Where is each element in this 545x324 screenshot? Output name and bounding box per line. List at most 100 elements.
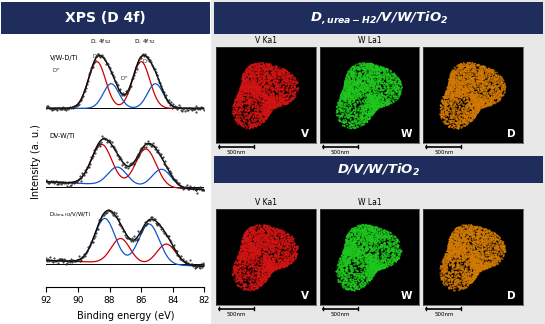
Point (250, 271, 258, 276)
Point (473, 72, 481, 77)
Point (238, 120, 246, 125)
Point (452, 228, 461, 233)
Point (242, 88, 251, 93)
Point (348, 113, 357, 119)
Point (372, 85, 381, 90)
Point (260, 277, 269, 282)
Point (362, 93, 371, 98)
Point (250, 122, 258, 127)
Point (263, 94, 272, 99)
Point (465, 107, 474, 112)
Point (245, 228, 254, 233)
Point (371, 80, 380, 85)
Point (345, 270, 354, 275)
Point (257, 114, 265, 119)
Point (267, 241, 275, 247)
Point (477, 99, 486, 105)
Point (498, 80, 506, 85)
Point (464, 227, 473, 233)
Point (464, 258, 473, 263)
Point (251, 250, 260, 255)
Point (237, 122, 246, 127)
Point (273, 251, 282, 257)
Point (244, 248, 253, 253)
Point (465, 64, 474, 69)
Point (447, 101, 456, 106)
Point (245, 69, 253, 74)
Point (449, 78, 458, 83)
Point (262, 84, 270, 89)
Point (454, 110, 463, 115)
Point (342, 250, 350, 255)
Point (371, 105, 380, 110)
Point (250, 66, 259, 71)
Point (255, 68, 263, 74)
Point (268, 97, 276, 102)
Point (287, 249, 296, 255)
Point (366, 101, 375, 106)
Point (373, 242, 382, 248)
Point (372, 103, 380, 108)
Point (336, 106, 344, 111)
Point (377, 258, 386, 263)
Point (347, 83, 356, 88)
Point (268, 70, 277, 75)
Point (368, 101, 377, 106)
Point (362, 67, 371, 72)
Point (461, 68, 470, 73)
Point (253, 285, 262, 290)
Point (469, 241, 478, 246)
Point (241, 252, 250, 257)
Point (237, 254, 246, 259)
Point (473, 79, 482, 84)
Point (345, 101, 354, 106)
Point (472, 271, 481, 276)
Point (477, 234, 486, 239)
Point (447, 270, 456, 275)
Point (453, 265, 462, 270)
Point (449, 107, 457, 112)
Point (454, 225, 463, 230)
Point (256, 68, 265, 73)
Point (346, 281, 355, 286)
Point (265, 110, 274, 115)
Point (239, 74, 247, 79)
Point (459, 120, 468, 125)
Point (275, 232, 283, 237)
Point (259, 74, 268, 79)
Point (262, 233, 271, 238)
Point (468, 254, 476, 260)
Point (234, 122, 243, 127)
Point (464, 67, 473, 73)
Point (455, 280, 463, 285)
Point (451, 280, 459, 285)
Point (367, 94, 376, 99)
Point (267, 263, 276, 269)
Point (358, 87, 366, 92)
Point (463, 111, 471, 116)
Point (239, 254, 248, 259)
Point (379, 68, 387, 73)
Point (450, 283, 459, 288)
Point (481, 266, 490, 271)
Point (263, 62, 271, 67)
Point (274, 264, 282, 269)
Point (378, 257, 386, 262)
Point (243, 250, 251, 255)
Point (487, 246, 495, 251)
Point (245, 270, 253, 275)
Point (453, 262, 462, 267)
Point (243, 245, 252, 250)
Point (349, 65, 358, 71)
Point (293, 247, 301, 252)
Point (234, 279, 243, 284)
Point (287, 96, 296, 101)
Point (237, 92, 246, 97)
Point (480, 97, 489, 102)
Point (477, 98, 486, 104)
Point (379, 263, 388, 269)
Point (487, 261, 496, 266)
Point (470, 246, 479, 251)
Point (255, 66, 263, 71)
Point (493, 91, 501, 96)
